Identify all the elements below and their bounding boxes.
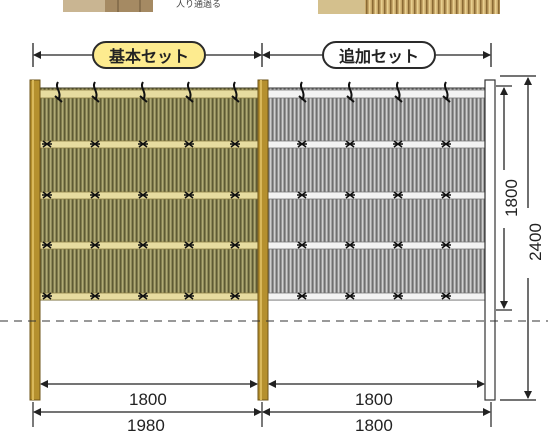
tie-knot xyxy=(90,191,100,199)
tie-knot xyxy=(230,191,240,199)
basic-overall-width-label: 1980 xyxy=(127,416,165,435)
tie-knot xyxy=(345,241,355,249)
tie-knot xyxy=(42,241,52,249)
post-middle xyxy=(257,79,269,401)
height-dimensions xyxy=(496,75,536,401)
tie-knot xyxy=(441,292,451,300)
additional-set-panel xyxy=(267,87,487,301)
top-fragment-text: 人り通過る xyxy=(176,0,222,10)
tie-knots xyxy=(42,81,451,300)
tie-knot xyxy=(42,140,52,148)
top-photo-fragment-left xyxy=(63,0,153,12)
top-tie xyxy=(185,81,194,103)
tie-knot xyxy=(138,140,148,148)
tie-knot xyxy=(441,191,451,199)
tie-knot xyxy=(184,292,194,300)
top-tie xyxy=(231,81,240,103)
tie-knot xyxy=(230,140,240,148)
tie-knot xyxy=(138,191,148,199)
tie-knot xyxy=(138,241,148,249)
basic-set-panel xyxy=(39,87,261,301)
tie-knot xyxy=(441,241,451,249)
tie-knot xyxy=(297,292,307,300)
tie-knot xyxy=(42,292,52,300)
top-dimension-line xyxy=(32,43,492,67)
tie-knot xyxy=(441,140,451,148)
tie-knot xyxy=(90,292,100,300)
tie-knot xyxy=(42,191,52,199)
tie-knot xyxy=(297,241,307,249)
tie-knot xyxy=(345,292,355,300)
post-height-label: 2400 xyxy=(525,223,545,261)
tie-knot xyxy=(393,292,403,300)
tie-knot xyxy=(345,191,355,199)
tie-knot xyxy=(138,292,148,300)
tie-knot xyxy=(393,241,403,249)
post-left xyxy=(29,79,41,401)
additional-panel-width-label: 1800 xyxy=(355,390,393,409)
top-tie xyxy=(91,81,100,103)
top-tie xyxy=(54,81,63,103)
top-photo-fragment-right xyxy=(318,0,500,14)
additional-set-label: 追加セット xyxy=(322,41,436,69)
tie-knot xyxy=(393,191,403,199)
tie-knot xyxy=(90,241,100,249)
top-tie xyxy=(394,81,403,103)
fence-diagram-svg xyxy=(0,0,548,427)
basic-panel-width-label: 1800 xyxy=(129,390,167,409)
top-tie xyxy=(346,81,355,103)
tie-knot xyxy=(297,191,307,199)
tie-knot xyxy=(184,241,194,249)
tie-knot xyxy=(393,140,403,148)
fence-height-label: 1800 xyxy=(501,179,521,217)
basic-set-label: 基本セット xyxy=(92,41,206,69)
tie-knot xyxy=(184,191,194,199)
additional-overall-width-label: 1800 xyxy=(355,416,393,435)
posts xyxy=(29,79,496,401)
tie-knot xyxy=(90,140,100,148)
tie-knot xyxy=(345,140,355,148)
top-tie xyxy=(442,81,451,103)
width-dimensions xyxy=(32,380,492,427)
top-tie xyxy=(139,81,148,103)
tie-knot xyxy=(230,241,240,249)
tie-knot xyxy=(297,140,307,148)
tie-knot xyxy=(184,140,194,148)
top-tie xyxy=(298,81,307,103)
tie-knot xyxy=(230,292,240,300)
post-right xyxy=(484,79,496,401)
